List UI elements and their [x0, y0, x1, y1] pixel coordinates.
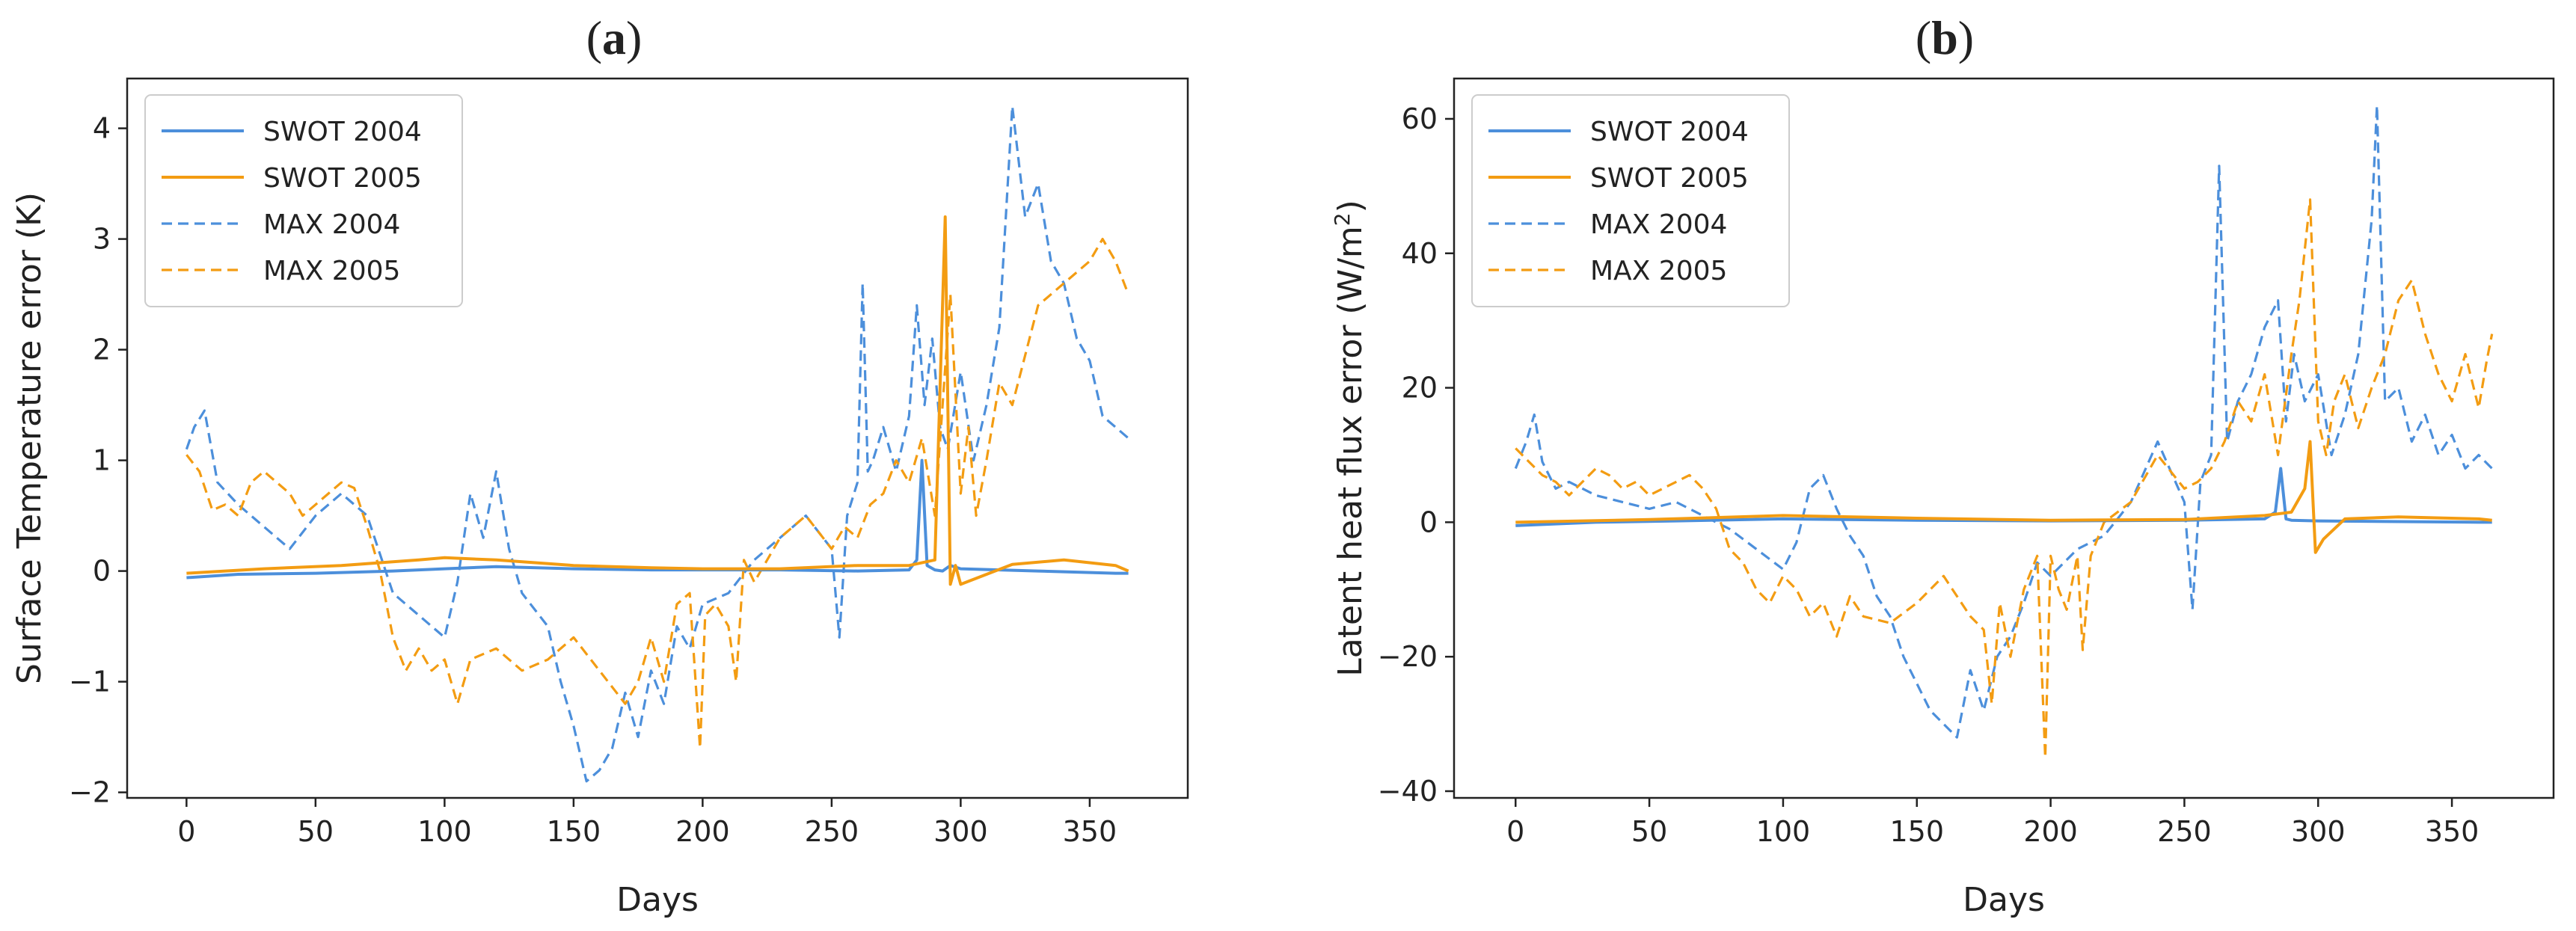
y-tick-label: −2	[69, 776, 111, 809]
legend-label-swot-2004: SWOT 2004	[263, 117, 422, 147]
x-tick-label: 150	[1889, 815, 1944, 848]
y-tick-label: 3	[93, 223, 111, 256]
series-line-swot-2005	[186, 215, 1129, 586]
legend-label-max-2005: MAX 2005	[263, 256, 400, 286]
series-line-swot-2005	[1515, 440, 2492, 554]
panel-label-a: (a)	[586, 11, 643, 64]
legend-box-a	[144, 94, 463, 307]
legend-label-max-2005: MAX 2005	[1590, 256, 1727, 286]
y-tick-label: 60	[1402, 102, 1438, 135]
chart-panel-a: 0 50 100 150 200 250 300 350 −2 −1 0 1 2 3 4 Days Sur…	[10, 77, 1189, 919]
legend-label-swot-2004: SWOT 2004	[1590, 117, 1749, 147]
series-line-max-2004	[185, 105, 1129, 783]
x-tick-label: 300	[933, 815, 988, 848]
y-axis-label-b: Latent heat flux error (W/m2)	[1330, 200, 1370, 677]
x-tick-label: 0	[1506, 815, 1524, 848]
axes-frame-a	[126, 77, 1189, 799]
legend-label-max-2004: MAX 2004	[263, 209, 400, 240]
series-line-max-2004	[1514, 104, 2493, 739]
plot-area-a	[185, 105, 1130, 783]
x-tick-label: 0	[177, 815, 195, 848]
x-ticks-b: 0 50 100 150 200 250 300 350	[1506, 798, 2479, 848]
y-tick-label: −1	[69, 666, 111, 698]
x-tick-label: 350	[1063, 815, 1117, 848]
x-tick-label: 350	[2425, 815, 2480, 848]
series-line-max-2005	[1515, 198, 2494, 759]
axes-frame-b	[1453, 77, 2555, 799]
x-tick-label: 50	[1631, 815, 1667, 848]
y-tick-label: 40	[1402, 237, 1438, 270]
y-axis-label-a: Surface Temperature error (K)	[10, 192, 49, 684]
legend-a: SWOT 2004 SWOT 2005 MAX 2004 MAX 2005	[144, 94, 463, 307]
series-line-max-2005	[185, 238, 1130, 749]
x-ticks-a: 0 50 100 150 200 250 300 350	[177, 798, 1117, 848]
panel-label-b: (b)	[1916, 11, 1974, 64]
x-axis-label-a: Days	[616, 881, 699, 919]
chart-panel-b: 0 50 100 150 200 250 300 350 −40 −20 0 20 40 60 Days…	[1330, 77, 2555, 919]
y-tick-label: 2	[93, 334, 111, 366]
plot-area-b	[1514, 104, 2494, 759]
y-tick-label: 1	[93, 444, 111, 477]
x-tick-label: 50	[298, 815, 334, 848]
x-tick-label: 200	[2023, 815, 2078, 848]
legend-label-swot-2005: SWOT 2005	[263, 163, 422, 194]
x-tick-label: 250	[805, 815, 859, 848]
legend-b: SWOT 2004 SWOT 2005 MAX 2004 MAX 2005	[1471, 94, 1790, 307]
legend-label-max-2004: MAX 2004	[1590, 209, 1727, 240]
y-tick-label: 0	[93, 555, 111, 588]
series-line-swot-2004	[1515, 467, 2492, 527]
x-tick-label: 250	[2157, 815, 2212, 848]
y-tick-label: −40	[1378, 775, 1438, 808]
x-tick-label: 200	[675, 815, 730, 848]
y-tick-label: 4	[93, 112, 111, 145]
legend-box-b	[1471, 94, 1790, 307]
x-tick-label: 150	[547, 815, 601, 848]
x-tick-label: 300	[2291, 815, 2346, 848]
y-ticks-b: −40 −20 0 20 40 60	[1378, 102, 1454, 808]
y-tick-label: 20	[1402, 372, 1438, 405]
x-tick-label: 100	[417, 815, 472, 848]
y-tick-label: 0	[1420, 506, 1438, 538]
y-ticks-a: −2 −1 0 1 2 3 4	[69, 112, 127, 809]
y-tick-label: −20	[1378, 640, 1438, 673]
legend-label-swot-2005: SWOT 2005	[1590, 163, 1749, 194]
series-line-swot-2004	[186, 458, 1129, 580]
x-tick-label: 100	[1756, 815, 1811, 848]
x-axis-label-b: Days	[1963, 881, 2045, 919]
